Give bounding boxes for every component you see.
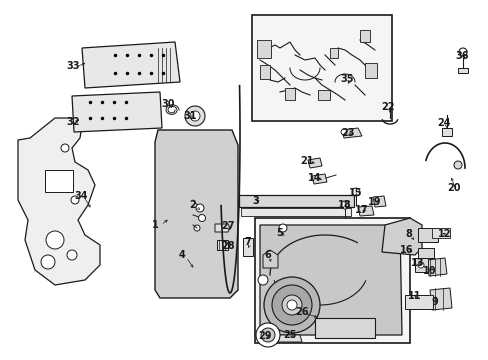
Bar	[417, 228, 437, 242]
Text: 9: 9	[431, 297, 437, 307]
Polygon shape	[217, 240, 227, 250]
Bar	[457, 68, 467, 73]
Bar	[251, 15, 391, 121]
Circle shape	[198, 215, 205, 221]
Circle shape	[417, 262, 423, 268]
Text: 19: 19	[367, 197, 381, 207]
Text: 33: 33	[66, 61, 80, 71]
Text: 11: 11	[407, 291, 421, 301]
Text: 14: 14	[307, 173, 321, 183]
Circle shape	[61, 144, 69, 152]
Bar	[243, 238, 252, 256]
Text: 15: 15	[348, 188, 362, 198]
Polygon shape	[426, 258, 446, 276]
Circle shape	[271, 285, 311, 325]
Bar	[45, 170, 73, 192]
Text: 10: 10	[423, 266, 436, 276]
Text: 7: 7	[244, 237, 251, 247]
Bar	[364, 63, 376, 78]
Bar	[241, 208, 350, 216]
Polygon shape	[82, 42, 180, 88]
Bar	[254, 218, 409, 343]
Text: 31: 31	[183, 111, 196, 121]
Text: 24: 24	[436, 118, 450, 128]
Polygon shape	[429, 288, 451, 310]
Text: 13: 13	[410, 258, 424, 268]
Circle shape	[453, 161, 461, 169]
Text: 4: 4	[178, 250, 185, 260]
Text: 6: 6	[264, 250, 271, 260]
Polygon shape	[278, 335, 302, 342]
Circle shape	[261, 328, 274, 342]
Circle shape	[258, 275, 267, 285]
Polygon shape	[18, 118, 100, 285]
Polygon shape	[155, 130, 238, 298]
Polygon shape	[341, 128, 361, 138]
Circle shape	[71, 196, 79, 204]
Polygon shape	[72, 92, 162, 132]
Text: 18: 18	[338, 200, 351, 210]
Text: 36: 36	[454, 51, 468, 61]
Text: 16: 16	[400, 245, 413, 255]
Circle shape	[184, 106, 204, 126]
Bar	[239, 195, 353, 207]
Bar	[285, 88, 294, 100]
Bar	[417, 248, 433, 258]
Text: 29: 29	[258, 331, 271, 341]
Text: 17: 17	[354, 205, 368, 215]
Bar	[317, 90, 329, 100]
Polygon shape	[414, 258, 427, 272]
Polygon shape	[357, 206, 373, 216]
Bar	[257, 40, 270, 58]
Polygon shape	[372, 196, 385, 207]
Circle shape	[46, 231, 64, 249]
Circle shape	[351, 188, 359, 196]
Text: 20: 20	[447, 183, 460, 193]
Bar	[260, 65, 269, 79]
Text: 8: 8	[405, 229, 411, 239]
Bar	[359, 30, 369, 42]
Text: 34: 34	[74, 191, 87, 201]
Circle shape	[194, 225, 200, 231]
Text: 23: 23	[341, 128, 354, 138]
Text: 21: 21	[300, 156, 313, 166]
Polygon shape	[215, 224, 229, 232]
Bar	[314, 318, 374, 338]
Text: 35: 35	[340, 74, 353, 84]
Text: 25: 25	[283, 330, 296, 340]
Bar	[404, 295, 432, 309]
Polygon shape	[311, 174, 326, 184]
Bar	[441, 128, 451, 136]
Circle shape	[196, 204, 203, 212]
Text: 28: 28	[221, 241, 234, 251]
Bar	[329, 48, 337, 58]
Circle shape	[340, 129, 346, 135]
Circle shape	[190, 111, 200, 121]
Text: 3: 3	[252, 196, 259, 206]
Text: 22: 22	[381, 102, 394, 112]
Circle shape	[67, 250, 77, 260]
Polygon shape	[260, 225, 401, 335]
Text: 2: 2	[189, 200, 196, 210]
Text: 5: 5	[276, 228, 283, 238]
Text: 27: 27	[221, 221, 234, 231]
Circle shape	[282, 295, 302, 315]
Circle shape	[458, 48, 466, 56]
Bar	[431, 228, 449, 238]
Circle shape	[340, 201, 348, 209]
Polygon shape	[381, 218, 421, 255]
Circle shape	[256, 323, 280, 347]
Circle shape	[41, 255, 55, 269]
Text: 30: 30	[161, 99, 174, 109]
Polygon shape	[307, 158, 321, 168]
Text: 12: 12	[437, 229, 451, 239]
Circle shape	[286, 300, 296, 310]
Text: 32: 32	[66, 117, 80, 127]
Polygon shape	[263, 250, 278, 268]
Text: 26: 26	[295, 307, 308, 317]
Circle shape	[279, 224, 286, 232]
Circle shape	[264, 277, 319, 333]
Text: 1: 1	[151, 220, 158, 230]
